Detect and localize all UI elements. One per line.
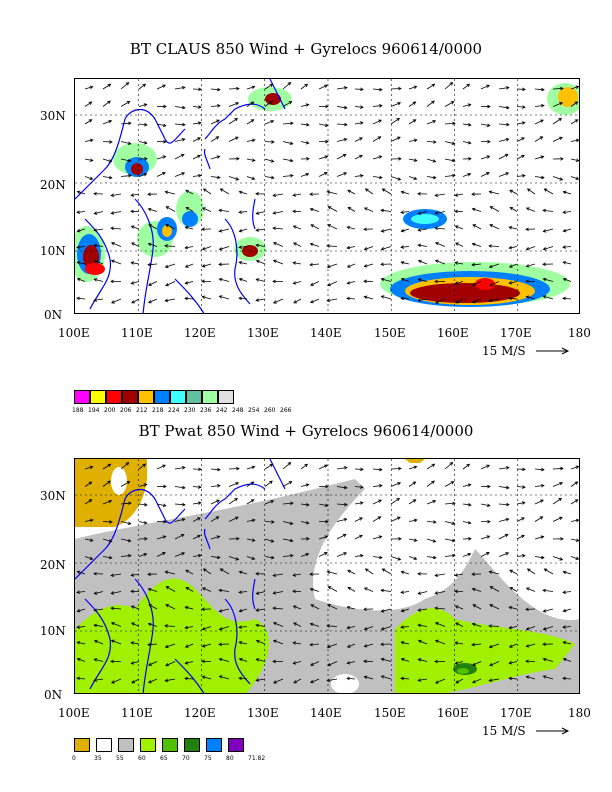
colorbar-label: 70 — [182, 755, 190, 762]
lat-lon-grid — [75, 79, 579, 313]
colorbar-label: 230 — [184, 407, 196, 414]
top-x-tick-7: 170E — [500, 326, 532, 340]
colorbar-label: 242 — [216, 407, 228, 414]
colorbar-label: 80 — [226, 755, 234, 762]
cloud-top-shading — [75, 83, 579, 307]
colorbar-swatch — [170, 390, 186, 404]
colorbar-label: 248 — [232, 407, 244, 414]
top-map-canvas — [75, 79, 579, 313]
bottom-y-tick-1: 10N — [40, 624, 66, 638]
top-map-title: BT CLAUS 850 Wind + Gyrelocs 960614/0000 — [129, 40, 483, 58]
colorbar-label: 60 — [138, 755, 146, 762]
colorbar-label: 194 — [88, 407, 100, 414]
coastline-outline — [75, 459, 286, 693]
colorbar-swatch — [122, 390, 138, 404]
wind-vector-field — [76, 82, 579, 304]
arrow-right-icon — [536, 727, 570, 735]
bottom-map-title: BT Pwat 850 Wind + Gyrelocs 960614/0000 — [138, 422, 474, 440]
bottom-map-canvas — [75, 459, 579, 693]
colorbar-label: 224 — [168, 407, 180, 414]
colorbar-swatch — [74, 738, 90, 752]
colorbar-swatch — [90, 390, 106, 404]
colorbar-swatch — [202, 390, 218, 404]
colorbar-label: 236 — [200, 407, 212, 414]
colorbar-swatch — [186, 390, 202, 404]
bottom-x-tick-0: 100E — [58, 706, 90, 720]
bottom-x-tick-5: 150E — [374, 706, 406, 720]
top-y-tick-2: 20N — [40, 178, 66, 192]
colorbar-swatch — [184, 738, 200, 752]
top-map-panel — [74, 78, 580, 314]
colorbar-label: 75 — [204, 755, 212, 762]
colorbar-label: 200 — [104, 407, 116, 414]
bottom-map-panel — [74, 458, 580, 694]
colorbar-label: 260 — [264, 407, 276, 414]
colorbar-swatch — [206, 738, 222, 752]
wind-vector-field — [76, 462, 579, 684]
top-x-tick-5: 150E — [374, 326, 406, 340]
colorbar-label: 212 — [136, 407, 148, 414]
bottom-y-tick-0: 0N — [44, 688, 63, 702]
colorbar-label: 55 — [116, 755, 124, 762]
colorbar-swatch — [228, 738, 244, 752]
top-y-tick-3: 30N — [40, 109, 66, 123]
top-y-tick-1: 10N — [40, 244, 66, 258]
colorbar-label: 65 — [160, 755, 168, 762]
colorbar-swatch — [138, 390, 154, 404]
colorbar-swatch — [74, 390, 90, 404]
arrow-right-icon — [536, 347, 570, 355]
bottom-x-tick-8: 180 — [568, 706, 591, 720]
top-x-tick-0: 100E — [58, 326, 90, 340]
colorbar-swatch — [96, 738, 112, 752]
top-wind-scale-label: 15 M/S — [482, 344, 526, 358]
top-y-tick-0: 0N — [44, 308, 63, 322]
colorbar-label: 266 — [280, 407, 292, 414]
top-x-tick-4: 140E — [310, 326, 342, 340]
bottom-x-tick-7: 170E — [500, 706, 532, 720]
pwat-shading — [75, 459, 579, 693]
lat-lon-grid — [75, 459, 579, 693]
colorbar-label: 218 — [152, 407, 164, 414]
bottom-wind-scale-label: 15 M/S — [482, 724, 526, 738]
bottom-x-tick-2: 120E — [184, 706, 216, 720]
colorbar-swatch — [218, 390, 234, 404]
top-x-tick-1: 110E — [121, 326, 153, 340]
top-x-tick-6: 160E — [437, 326, 469, 340]
bottom-x-tick-4: 140E — [310, 706, 342, 720]
colorbar-swatch — [140, 738, 156, 752]
top-x-tick-3: 130E — [247, 326, 279, 340]
colorbar-swatch — [106, 390, 122, 404]
colorbar-label: 35 — [94, 755, 102, 762]
colorbar-label: 0 — [72, 755, 76, 762]
bottom-y-tick-2: 20N — [40, 558, 66, 572]
colorbar-label: 188 — [72, 407, 84, 414]
colorbar-swatch — [118, 738, 134, 752]
bottom-x-tick-3: 130E — [247, 706, 279, 720]
bottom-x-tick-1: 110E — [121, 706, 153, 720]
colorbar-label: 71.82 — [248, 755, 266, 762]
bottom-y-tick-3: 30N — [40, 489, 66, 503]
colorbar-swatch — [154, 390, 170, 404]
colorbar-label: 206 — [120, 407, 132, 414]
bottom-x-tick-6: 160E — [437, 706, 469, 720]
colorbar-swatch — [162, 738, 178, 752]
top-x-tick-2: 120E — [184, 326, 216, 340]
top-x-tick-8: 180 — [568, 326, 591, 340]
colorbar-label: 254 — [248, 407, 260, 414]
